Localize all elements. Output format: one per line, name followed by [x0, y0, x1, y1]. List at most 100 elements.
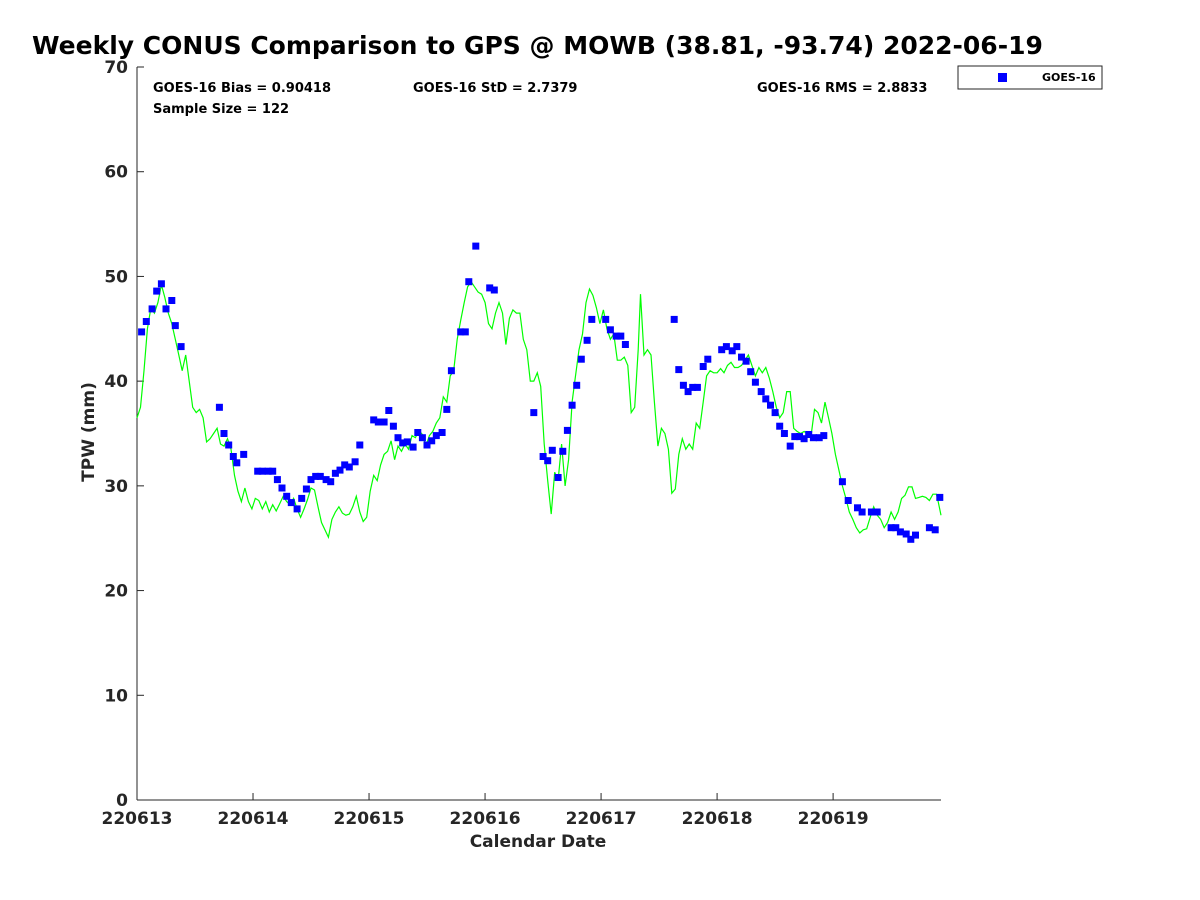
goes-data-point: [273, 476, 281, 484]
goes-data-point: [563, 426, 571, 434]
goes-data-point: [902, 530, 910, 538]
x-tick-label: 220613: [102, 809, 173, 829]
goes-data-point: [399, 439, 407, 447]
goes-data-point: [809, 434, 817, 442]
goes-data-point: [490, 286, 498, 294]
goes-data-point: [568, 401, 576, 409]
goes-data-point: [867, 508, 875, 516]
goes-data-point: [747, 368, 755, 376]
goes-data-point: [892, 524, 900, 532]
goes-data-point: [336, 466, 344, 474]
goes-data-point: [341, 461, 349, 469]
x-tick-label: 220619: [798, 809, 869, 829]
goes-data-point: [887, 524, 895, 532]
goes-data-point: [428, 437, 436, 445]
goes-data-point: [461, 328, 469, 336]
goes-data-point: [805, 431, 813, 438]
goes-data-point: [858, 508, 866, 516]
y-tick-label: 60: [104, 163, 128, 183]
goes-data-point: [331, 469, 339, 477]
goes-data-point: [443, 405, 451, 413]
goes-data-point: [757, 388, 765, 396]
y-tick-label: 70: [104, 58, 128, 78]
goes-data-point: [539, 453, 547, 460]
goes-data-point: [925, 524, 933, 532]
legend-box: [957, 65, 1103, 90]
goes-data-point: [403, 438, 411, 446]
goes-data-point: [138, 328, 146, 336]
goes-data-point: [689, 383, 697, 391]
goes-data-point: [742, 357, 750, 365]
goes-data-point: [302, 485, 310, 493]
goes-data-point: [873, 508, 881, 516]
goes-data-point: [621, 341, 629, 348]
goes-data-point: [233, 459, 241, 467]
goes-data-point: [370, 416, 378, 424]
goes-data-point: [264, 467, 272, 475]
y-tick-label: 10: [104, 686, 128, 706]
x-tick-label: 220614: [218, 809, 289, 829]
goes-data-point: [583, 336, 591, 344]
goes-data-point: [220, 430, 228, 437]
goes-data-point: [733, 343, 741, 351]
goes-data-point: [670, 315, 678, 323]
goes-data-point: [776, 422, 784, 430]
goes-data-point: [699, 363, 707, 370]
goes-data-point: [472, 242, 480, 250]
x-tick-label: 220615: [334, 809, 405, 829]
goes-data-point: [316, 472, 324, 480]
goes-data-point: [718, 346, 726, 354]
goes-data-point: [254, 467, 262, 475]
goes-data-point: [751, 378, 759, 386]
goes-data-point: [153, 287, 161, 295]
goes-data-point: [577, 355, 585, 363]
goes-data-point: [844, 497, 852, 504]
goes-data-point: [912, 531, 919, 539]
goes-data-point: [791, 433, 799, 441]
stat-sample-size: Sample Size = 122: [153, 102, 289, 117]
goes-data-point: [820, 432, 828, 440]
goes-data-point: [602, 315, 610, 323]
goes-data-point: [225, 441, 233, 449]
y-tick-label: 50: [104, 267, 128, 287]
goes-data-point: [771, 409, 779, 417]
goes-data-point: [157, 280, 165, 288]
x-axis-label: Calendar Date: [470, 832, 607, 852]
y-axis-label: TPW (mm): [79, 382, 99, 482]
goes-data-point: [215, 403, 223, 411]
stat-std: GOES-16 StD = 2.7379: [413, 81, 577, 96]
goes-data-point: [307, 476, 315, 484]
goes-data-point: [283, 492, 291, 500]
goes-data-point: [559, 447, 567, 455]
goes-data-point: [796, 433, 803, 441]
goes-data-point: [258, 467, 266, 475]
goes-data-point: [854, 504, 861, 512]
goes-data-point: [684, 388, 692, 396]
goes-data-point: [229, 453, 237, 460]
goes-data-point: [573, 381, 581, 389]
goes-data-point: [438, 429, 446, 436]
goes-data-point: [162, 305, 170, 313]
x-ticks: 220613 220614 220615 220616 220617 220618 2206…: [102, 793, 869, 829]
goes-data-point: [896, 528, 904, 536]
goes-data-point: [374, 418, 382, 426]
goes-data-point: [423, 441, 431, 449]
goes-data-point: [544, 457, 552, 465]
goes-data-point: [530, 409, 538, 417]
stat-bias: GOES-16 Bias = 0.90418: [153, 81, 331, 96]
goes-data-point: [780, 430, 788, 437]
stat-rms: GOES-16 RMS = 2.8833: [757, 81, 927, 96]
y-tick-label: 30: [104, 477, 128, 497]
goes-data-point: [907, 535, 915, 543]
goes-data-point: [838, 478, 846, 486]
goes-data-point: [554, 474, 562, 481]
goes-data-point: [389, 422, 397, 430]
goes-data-point: [936, 493, 944, 501]
goes-data-point: [675, 366, 683, 374]
goes-data-point: [287, 499, 295, 507]
legend: GOES-16: [957, 65, 1103, 90]
chart-title: Weekly CONUS Comparison to GPS @ MOWB (3…: [32, 31, 1043, 60]
x-tick-label: 220616: [450, 809, 521, 829]
goes-data-point: [548, 446, 556, 454]
goes-data-point: [767, 401, 774, 409]
